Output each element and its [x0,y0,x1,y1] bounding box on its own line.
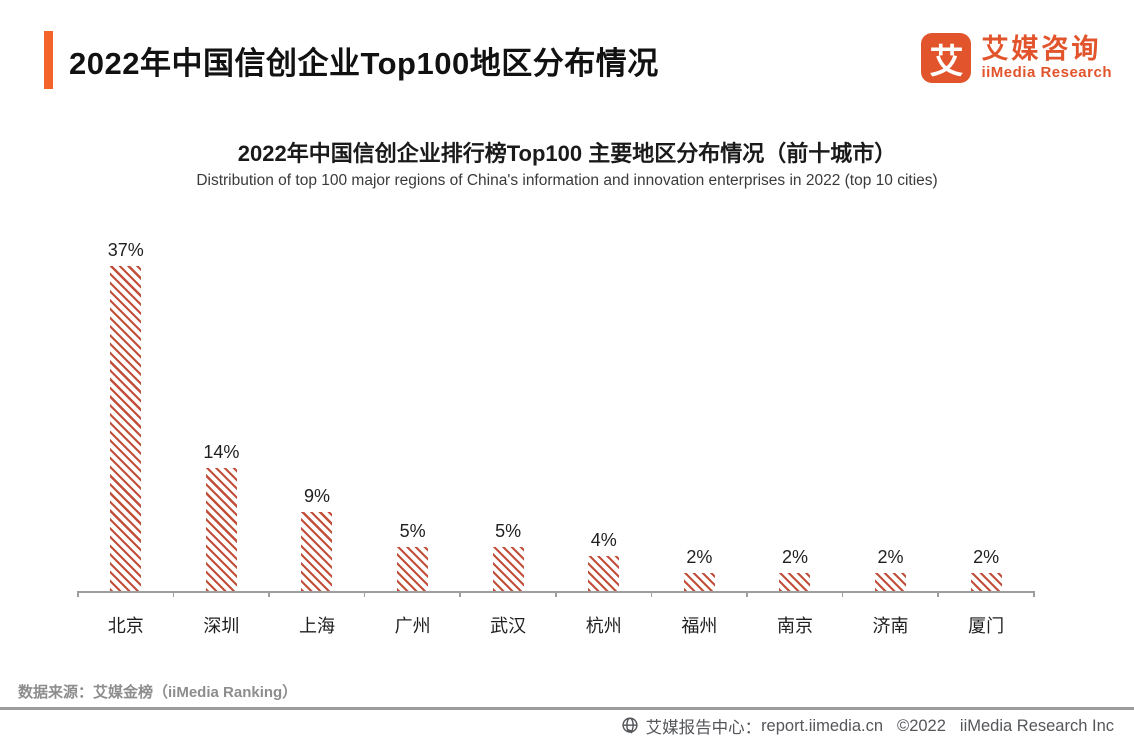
axis-tick [841,591,844,597]
footer-bar: 艾媒报告中心： report.iimedia.cn ©2022 iiMedia … [620,714,1114,738]
x-axis-label: 深圳 [203,616,240,636]
logo-name-cn: 艾媒咨询 [981,34,1102,65]
bar-value-label: 5% [399,521,426,542]
bar-value-label: 2% [973,547,1000,568]
axis-tick [268,591,270,597]
chart-subtitle: Distribution of top 100 major regions of… [196,172,938,189]
x-axis-label: 北京 [107,616,144,636]
copyright: ©2022 [897,716,946,735]
bar-value-label: 37% [107,240,144,261]
axis-tick [77,591,79,597]
bar [970,573,1002,591]
bar [492,547,524,591]
x-axis-label: 上海 [298,616,335,636]
bar-column: 5% [460,238,556,591]
report-center-url[interactable]: report.iimedia.cn [761,716,884,735]
axis-tick [555,591,557,597]
bar-chart-plot: 37% 14% 9% 5% 5% 4% 2% 2% 2% 2% [77,238,1035,597]
axis-tick [746,591,748,597]
bar-column: 4% [556,238,652,591]
iimedia-logo: 艾 艾媒咨询 iiMedia Research [921,33,1112,83]
bar [205,468,237,591]
page-title: 2022年中国信创企业Top100地区分布情况 [69,45,659,81]
report-center-label: 艾媒报告中心： [645,719,762,737]
x-axis-label: 厦门 [968,616,1005,636]
globe-cursor-icon [621,717,638,734]
bar [683,573,715,591]
bar-value-label: 9% [303,485,330,506]
x-axis-labels: 北京 深圳 上海 广州 武汉 杭州 福州 南京 济南 厦门 [78,612,1034,638]
bar-value-label: 2% [877,547,904,568]
bar-column: 2% [747,238,843,591]
bar [301,511,333,591]
iimedia-logo-icon: 艾 [921,33,972,83]
bar-column: 2% [843,238,939,591]
bar-value-label: 2% [686,547,713,568]
bar-value-label: 2% [781,547,808,568]
x-axis-label: 济南 [872,616,909,636]
bar-column: 37% [78,238,174,591]
bar-value-label: 4% [590,529,617,550]
bar [779,573,811,591]
logo-name-en: iiMedia Research [981,63,1112,81]
axis-tick [937,591,939,597]
axis-tick [459,591,461,597]
axis-tick [650,591,653,597]
bar [875,573,907,591]
x-axis-label: 广州 [394,616,431,636]
axis-tick [363,591,366,597]
bar-value-label: 5% [495,521,522,542]
axis-tick [172,591,175,597]
bar-column: 2% [938,238,1034,591]
axis-tick [1033,591,1035,597]
bar-column: 5% [365,238,461,591]
footer-divider [0,707,1134,710]
header: 2022年中国信创企业Top100地区分布情况 [44,31,659,89]
title-accent-bar [44,31,53,89]
logo-text: 艾媒咨询 iiMedia Research [981,34,1112,81]
bar-column: 9% [269,238,365,591]
chart-title: 2022年中国信创企业排行榜Top100 主要地区分布情况（前十城市） [237,141,897,166]
bar-column: 14% [174,238,270,591]
company-name: iiMedia Research Inc [959,716,1114,735]
x-axis-label: 南京 [776,616,813,636]
x-axis-label: 杭州 [585,616,622,636]
bar [110,266,142,591]
x-axis-label: 福州 [681,616,718,636]
bar-column: 2% [652,238,748,591]
x-axis-label: 武汉 [490,616,527,636]
bar [588,555,620,591]
bar-value-label: 14% [203,442,240,463]
bar [397,547,429,591]
data-source-note: 数据来源：艾媒金榜（iiMedia Ranking） [18,684,298,701]
